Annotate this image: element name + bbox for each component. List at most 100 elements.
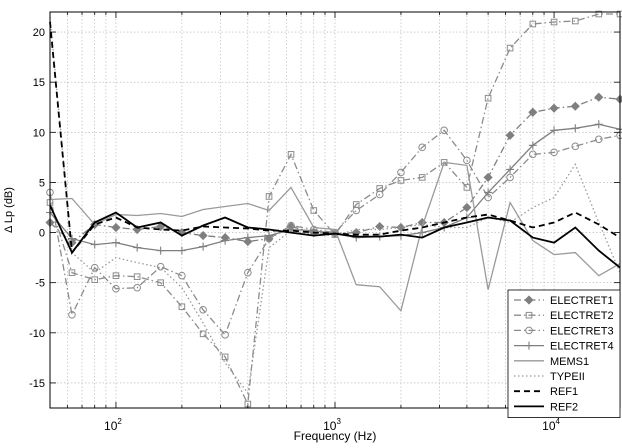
data-point-plus — [156, 246, 165, 255]
data-point-diamond — [462, 202, 472, 213]
series-typeii — [49, 16, 621, 395]
series-line-ref1 — [49, 21, 621, 255]
data-point-square — [484, 94, 492, 102]
legend-label-electret3: ELECTRET3 — [550, 325, 614, 337]
data-point-square — [287, 151, 295, 158]
data-point-plus — [594, 120, 603, 129]
x-tick-label: 104 — [542, 417, 560, 433]
y-tick-label: -10 — [29, 328, 45, 340]
y-tick-label: 20 — [33, 27, 45, 39]
data-point-circle — [506, 173, 514, 182]
series-line-ref2 — [49, 205, 621, 269]
y-tick-label: 15 — [33, 77, 45, 89]
series-layer — [45, 10, 622, 408]
data-point-circle — [156, 262, 165, 271]
data-point-circle — [90, 263, 99, 272]
data-point-circle — [68, 310, 76, 319]
data-point-plus — [418, 228, 427, 237]
data-point-diamond — [594, 92, 604, 102]
data-point-square — [595, 10, 603, 18]
data-point-diamond — [524, 295, 534, 305]
y-axis-label: Δ Lp (dB) — [3, 187, 15, 233]
legend-label-electret1: ELECTRET1 — [550, 295, 614, 307]
data-point-diamond — [111, 222, 121, 233]
data-point-circle — [529, 150, 537, 159]
data-point-plus — [528, 141, 537, 150]
data-point-plus — [484, 188, 493, 197]
data-point-diamond — [528, 107, 538, 117]
legend-label-ref1: REF1 — [550, 386, 578, 398]
legend-item-ref2: REF2 — [514, 401, 578, 413]
y-tick-label: 5 — [39, 177, 45, 189]
y-tick-label: 0 — [39, 228, 45, 240]
data-point-plus — [177, 246, 186, 255]
legend-item-typeii: TYPEII — [514, 371, 585, 383]
data-point-plus — [550, 126, 559, 135]
y-tick-label: -5 — [35, 278, 45, 290]
data-point-circle — [112, 284, 120, 293]
data-point-plus — [265, 231, 274, 240]
data-point-diamond — [198, 230, 208, 241]
data-point-plus — [525, 341, 533, 350]
data-point-square — [178, 303, 186, 311]
data-point-square — [529, 20, 537, 28]
data-point-square — [265, 193, 273, 200]
data-point-square — [550, 18, 558, 26]
legend-item-electret2: ELECTRET2 — [514, 310, 614, 322]
data-point-circle — [133, 283, 141, 292]
x-axis-label: Frequency (Hz) — [294, 429, 377, 443]
legend-label-ref2: REF2 — [550, 401, 578, 413]
x-tick-label: 102 — [104, 417, 122, 433]
data-point-plus — [133, 243, 142, 252]
legend-label-mems1: MEMS1 — [550, 356, 589, 368]
data-point-circle — [199, 305, 207, 314]
data-point-square — [463, 184, 471, 191]
data-point-circle — [571, 142, 580, 151]
data-point-diamond — [549, 103, 559, 113]
data-point-square — [397, 177, 405, 184]
data-point-circle — [244, 268, 252, 277]
data-point-square — [112, 272, 120, 279]
legend-label-electret4: ELECTRET4 — [550, 341, 614, 353]
legend-item-electret4: ELECTRET4 — [514, 341, 614, 353]
data-point-diamond — [570, 101, 580, 111]
legend-item-ref1: REF1 — [514, 386, 578, 398]
series-ref1 — [49, 21, 621, 255]
data-point-square — [91, 276, 99, 283]
y-tick-label: 10 — [33, 127, 45, 139]
legend-item-electret1: ELECTRET1 — [514, 295, 614, 307]
data-point-square — [133, 273, 141, 280]
data-point-square — [525, 311, 533, 319]
series-ref2 — [49, 205, 621, 269]
data-point-square — [418, 174, 426, 181]
data-point-circle — [352, 206, 361, 215]
data-point-square — [506, 44, 514, 52]
y-tick-label: -15 — [29, 378, 45, 390]
data-point-square — [571, 17, 579, 25]
legend-label-typeii: TYPEII — [550, 371, 585, 383]
x-tick-label: 103 — [323, 417, 341, 433]
data-point-square — [310, 207, 318, 214]
series-line-typeii — [49, 16, 621, 395]
data-point-circle — [550, 148, 558, 157]
series-mems1 — [49, 161, 621, 313]
data-point-diamond — [615, 94, 622, 104]
legend-item-electret3: ELECTRET3 — [514, 325, 614, 337]
data-point-diamond — [483, 172, 493, 182]
data-point-diamond — [375, 221, 385, 232]
data-point-plus — [571, 124, 580, 133]
data-point-circle — [594, 135, 603, 144]
data-point-plus — [243, 233, 252, 242]
data-point-plus — [90, 240, 99, 249]
data-point-plus — [221, 236, 230, 245]
data-point-plus — [111, 238, 120, 247]
data-point-plus — [199, 242, 208, 251]
data-point-circle — [418, 143, 426, 152]
legend-label-electret2: ELECTRET2 — [550, 310, 614, 322]
legend-item-mems1: MEMS1 — [514, 356, 589, 368]
legend-box — [507, 289, 621, 418]
axis-ticks: -15 -10 -5 0 5 10 15 20 102 103 104 — [29, 12, 621, 433]
data-point-circle — [178, 271, 186, 280]
